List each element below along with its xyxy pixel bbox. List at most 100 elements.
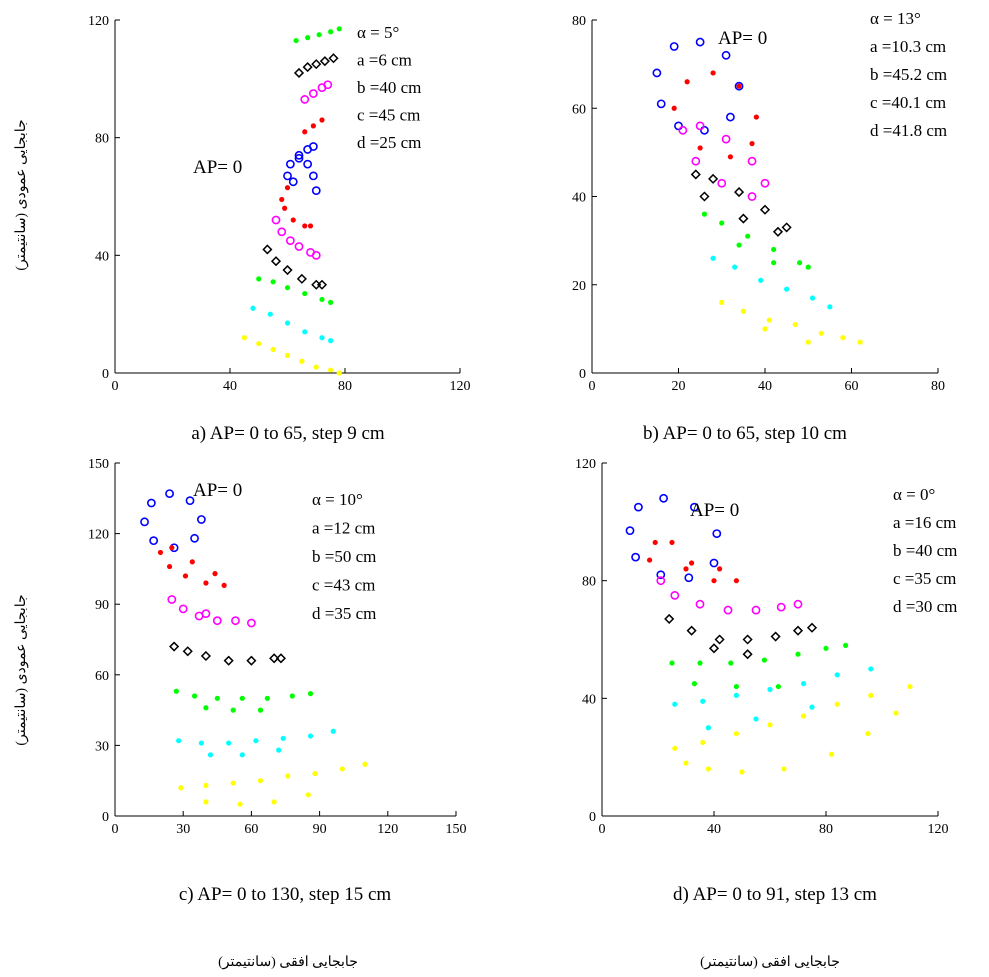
data-point — [843, 642, 849, 648]
data-point — [711, 578, 717, 584]
data-point — [793, 599, 803, 609]
data-point — [283, 171, 292, 181]
x-axis-label-right: جابجایی افقی (سانتیمتر) — [700, 955, 840, 970]
x-tick-label: 80 — [819, 822, 833, 837]
data-point — [753, 716, 759, 722]
data-point — [146, 498, 156, 508]
data-point — [284, 320, 291, 326]
data-point — [714, 634, 725, 645]
data-point — [781, 222, 792, 233]
data-point — [708, 643, 720, 654]
data-point — [721, 134, 731, 144]
data-point — [829, 751, 835, 757]
ap-annotation: AP= 0 — [193, 157, 242, 178]
y-tick-label: 150 — [88, 457, 109, 472]
data-point — [766, 317, 772, 323]
data-point — [749, 140, 755, 147]
x-tick-label: 40 — [758, 379, 772, 394]
x-tick-label: 20 — [672, 379, 686, 394]
data-point — [269, 653, 280, 664]
data-point — [178, 785, 184, 791]
data-point — [308, 89, 318, 98]
data-point — [671, 105, 677, 111]
data-point — [734, 81, 744, 91]
x-tick-label: 80 — [338, 379, 352, 394]
x-tick-label: 0 — [112, 822, 119, 837]
data-point — [299, 358, 305, 364]
data-point — [293, 67, 305, 79]
data-point — [762, 326, 768, 332]
data-point — [300, 95, 310, 104]
data-point — [302, 329, 308, 335]
data-point — [840, 335, 846, 341]
data-point — [717, 178, 727, 188]
data-point — [697, 145, 703, 151]
data-point — [185, 496, 195, 506]
data-point — [691, 681, 698, 687]
data-point — [701, 211, 708, 217]
data-point — [801, 713, 807, 719]
data-point — [893, 710, 899, 716]
data-point — [809, 295, 816, 301]
data-point — [634, 502, 643, 512]
data-point — [760, 178, 770, 188]
data-point — [319, 335, 325, 341]
parameter-label: a =16 cm — [893, 513, 956, 532]
data-point — [362, 761, 368, 767]
data-point — [203, 799, 209, 805]
data-point — [289, 693, 295, 699]
data-point — [652, 68, 662, 78]
y-tick-label: 120 — [575, 457, 596, 472]
data-point — [656, 570, 666, 580]
data-point — [330, 728, 336, 734]
data-point — [253, 738, 259, 744]
ap-annotation: AP= 0 — [690, 500, 739, 521]
data-point — [625, 526, 635, 536]
data-point — [857, 339, 863, 345]
data-point — [806, 622, 818, 633]
data-point — [285, 773, 291, 779]
data-point — [784, 286, 790, 292]
data-point — [736, 242, 742, 248]
data-point — [149, 536, 159, 546]
data-point — [169, 545, 175, 551]
data-point — [230, 780, 236, 786]
data-point — [719, 299, 725, 305]
data-point — [683, 760, 689, 766]
data-point — [695, 599, 705, 609]
data-point — [203, 580, 209, 586]
x-tick-label: 40 — [707, 822, 721, 837]
data-point — [674, 121, 683, 131]
parameter-label: α = 13° — [870, 9, 921, 28]
data-point — [670, 590, 680, 600]
data-point — [189, 559, 195, 565]
x-axis-label-left: جابجایی افقی (سانتیمتر) — [218, 955, 358, 970]
data-point — [733, 731, 740, 737]
data-point — [311, 186, 321, 196]
data-point — [284, 185, 291, 191]
data-point — [700, 125, 709, 135]
data-point — [167, 595, 177, 604]
data-point — [753, 114, 759, 120]
data-point — [328, 338, 334, 344]
x-tick-label: 90 — [313, 822, 327, 837]
parameter-label: b =40 cm — [357, 78, 421, 97]
parameter-label: d =30 cm — [893, 597, 957, 616]
data-point — [256, 276, 262, 282]
data-point — [747, 192, 757, 201]
data-point — [239, 752, 245, 758]
data-point — [305, 35, 311, 41]
x-tick-label: 0 — [589, 379, 596, 394]
data-point — [307, 223, 314, 229]
data-point — [201, 609, 211, 619]
y-tick-label: 80 — [95, 132, 109, 147]
panel-caption: d) AP= 0 to 91, step 13 cm — [673, 884, 877, 905]
data-point — [868, 692, 874, 698]
panel-caption: a) AP= 0 to 65, step 9 cm — [191, 423, 385, 444]
x-tick-label: 80 — [931, 379, 945, 394]
data-point — [308, 142, 318, 151]
data-point — [795, 651, 801, 657]
ap-annotation: AP= 0 — [718, 28, 767, 49]
data-point — [256, 340, 262, 347]
